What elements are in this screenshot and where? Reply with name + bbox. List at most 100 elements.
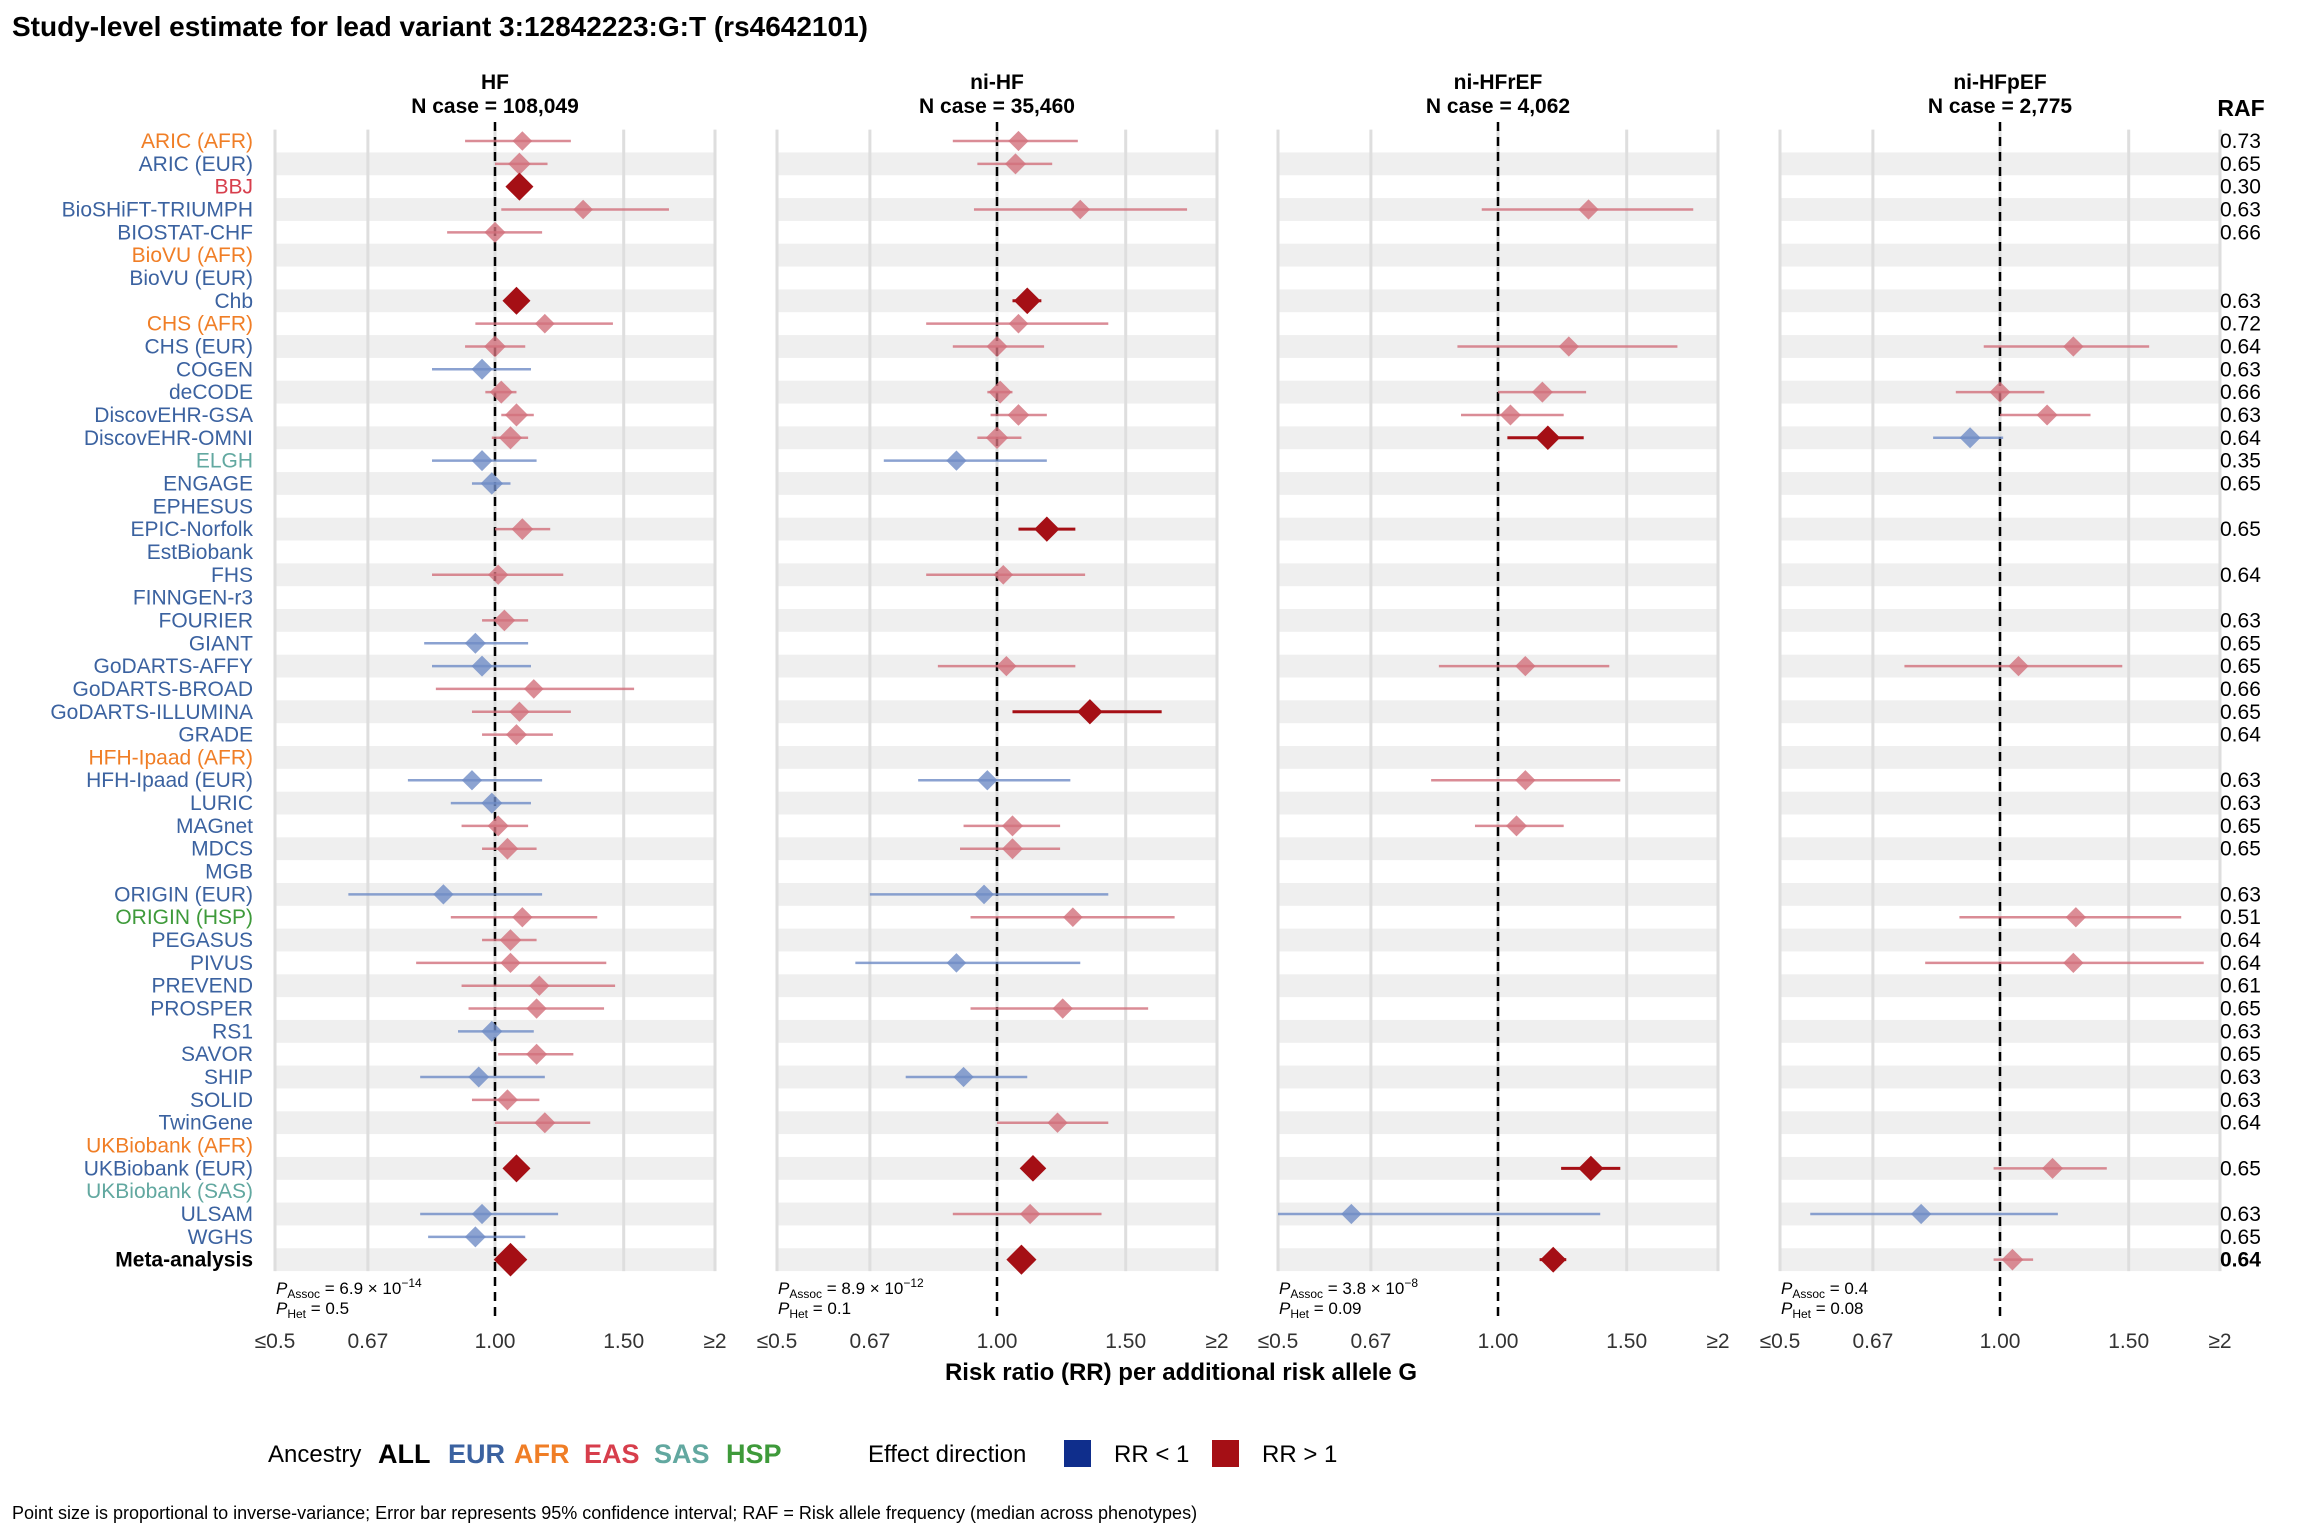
- p-het-label: PHet = 0.08: [1781, 1299, 1864, 1321]
- raf-value: 0.65: [2220, 701, 2261, 724]
- point-estimate: [481, 1020, 503, 1042]
- point-estimate: [498, 426, 523, 450]
- study-label: PROSPER: [150, 998, 253, 1021]
- point-estimate: [512, 131, 533, 151]
- study-label: BioVU (AFR): [132, 244, 253, 267]
- study-label: MGB: [205, 861, 253, 884]
- study-label: EPIC-Norfolk: [130, 518, 253, 541]
- point-estimate: [509, 701, 530, 722]
- legend-ancestry-eas: EAS: [584, 1439, 640, 1469]
- x-tick-label: 1.00: [1478, 1330, 1519, 1353]
- p-assoc-label: PAssoc = 6.9 × 10−14: [276, 1276, 422, 1301]
- panel-n-case: N case = 35,460: [919, 95, 1075, 118]
- point-estimate: [493, 609, 516, 632]
- point-estimate: [2042, 1157, 2064, 1179]
- study-label: ELGH: [196, 450, 253, 473]
- point-estimate: [487, 815, 509, 837]
- study-label: Meta-analysis: [115, 1249, 253, 1272]
- x-tick-label: 1.50: [1606, 1330, 1647, 1353]
- point-estimate: [471, 1203, 493, 1225]
- raf-value: 0.64: [2220, 929, 2261, 952]
- panel-n-case: N case = 4,062: [1426, 95, 1570, 118]
- raf-value: 0.64: [2220, 427, 2261, 450]
- point-estimate: [484, 221, 506, 243]
- point-estimate: [505, 172, 534, 201]
- point-estimate: [953, 1066, 974, 1088]
- legend-effect-swatch: [1212, 1440, 1239, 1467]
- x-tick-label: 0.67: [849, 1330, 890, 1353]
- point-estimate: [481, 792, 503, 814]
- point-estimate: [464, 1226, 486, 1248]
- point-estimate: [1008, 130, 1029, 152]
- study-label: BBJ: [214, 176, 253, 199]
- study-label: DiscovEHR-GSA: [94, 404, 253, 427]
- raf-value: 0.65: [2220, 815, 2261, 838]
- point-estimate: [1070, 199, 1091, 220]
- point-estimate: [1001, 815, 1023, 837]
- raf-value: 0.65: [2220, 1157, 2261, 1180]
- point-estimate: [1019, 1155, 1047, 1182]
- p-assoc-label: PAssoc = 3.8 × 10−8: [1279, 1276, 1418, 1301]
- point-estimate: [511, 518, 534, 540]
- study-label: WGHS: [188, 1226, 253, 1249]
- point-estimate: [468, 1066, 490, 1088]
- study-label: ORIGIN (EUR): [114, 883, 253, 906]
- raf-value: 0.63: [2220, 1020, 2261, 1043]
- x-tick-label: ≥2: [1706, 1330, 1729, 1353]
- point-estimate: [1008, 313, 1029, 334]
- study-label: BioSHiFT-TRIUMPH: [62, 198, 253, 221]
- study-label: GoDARTS-ILLUMINA: [50, 701, 253, 724]
- raf-value: 0.66: [2220, 221, 2261, 244]
- point-estimate: [573, 199, 593, 220]
- raf-value: 0.63: [2220, 1089, 2261, 1112]
- study-label: ARIC (EUR): [139, 153, 253, 176]
- point-estimate: [1007, 404, 1030, 426]
- raf-value: 0.65: [2220, 472, 2261, 495]
- study-label: HFH-Ipaad (AFR): [88, 746, 253, 769]
- point-estimate: [993, 564, 1014, 585]
- point-estimate: [1505, 815, 1527, 837]
- point-estimate: [1578, 199, 1599, 220]
- point-estimate: [526, 998, 547, 1019]
- x-axis-label: Risk ratio (RR) per additional risk alle…: [945, 1359, 1417, 1386]
- raf-value: 0.63: [2220, 198, 2261, 221]
- chart-title: Study-level estimate for lead variant 3:…: [12, 11, 868, 42]
- x-tick-label: 1.50: [603, 1330, 644, 1353]
- x-tick-label: 1.50: [2108, 1330, 2149, 1353]
- point-estimate: [2001, 1248, 2024, 1271]
- raf-value: 0.63: [2220, 404, 2261, 427]
- point-estimate: [1019, 1203, 1041, 1225]
- raf-value: 0.35: [2220, 450, 2261, 473]
- point-estimate: [1499, 404, 1521, 426]
- point-estimate: [502, 1154, 531, 1183]
- legend-ancestry-afr: AFR: [514, 1439, 570, 1469]
- point-estimate: [1531, 381, 1553, 403]
- legend-ancestry-label: Ancestry: [268, 1441, 361, 1468]
- panel-title: HF: [481, 71, 509, 94]
- point-estimate: [988, 380, 1012, 404]
- point-estimate: [512, 907, 533, 928]
- raf-value: 0.30: [2220, 176, 2261, 199]
- point-estimate: [508, 152, 531, 176]
- legend-ancestry-hsp: HSP: [726, 1439, 782, 1469]
- study-label: CHS (EUR): [145, 335, 254, 358]
- raf-value: 0.66: [2220, 678, 2261, 701]
- point-estimate: [1052, 998, 1073, 1019]
- x-tick-label: ≤0.5: [255, 1330, 296, 1353]
- point-estimate: [504, 403, 529, 427]
- study-label: CHS (AFR): [147, 313, 253, 336]
- point-estimate: [2063, 336, 2084, 357]
- x-tick-label: 1.50: [1105, 1330, 1146, 1353]
- study-label: SHIP: [204, 1066, 253, 1089]
- point-estimate: [1989, 381, 2011, 403]
- legend-ancestry-all: ALL: [378, 1439, 430, 1469]
- p-het-label: PHet = 0.5: [276, 1299, 349, 1321]
- study-label: DiscovEHR-OMNI: [84, 427, 253, 450]
- study-label: GIANT: [189, 632, 253, 655]
- study-label: Chb: [214, 290, 253, 313]
- x-tick-label: ≤0.5: [1760, 1330, 1801, 1353]
- panels: HFN case = 108,049 ≤0.5 0.67 1.00 1.50 ≥2 PAss…: [255, 71, 2232, 1353]
- study-label: RS1: [212, 1020, 253, 1043]
- point-estimate: [1515, 655, 1536, 677]
